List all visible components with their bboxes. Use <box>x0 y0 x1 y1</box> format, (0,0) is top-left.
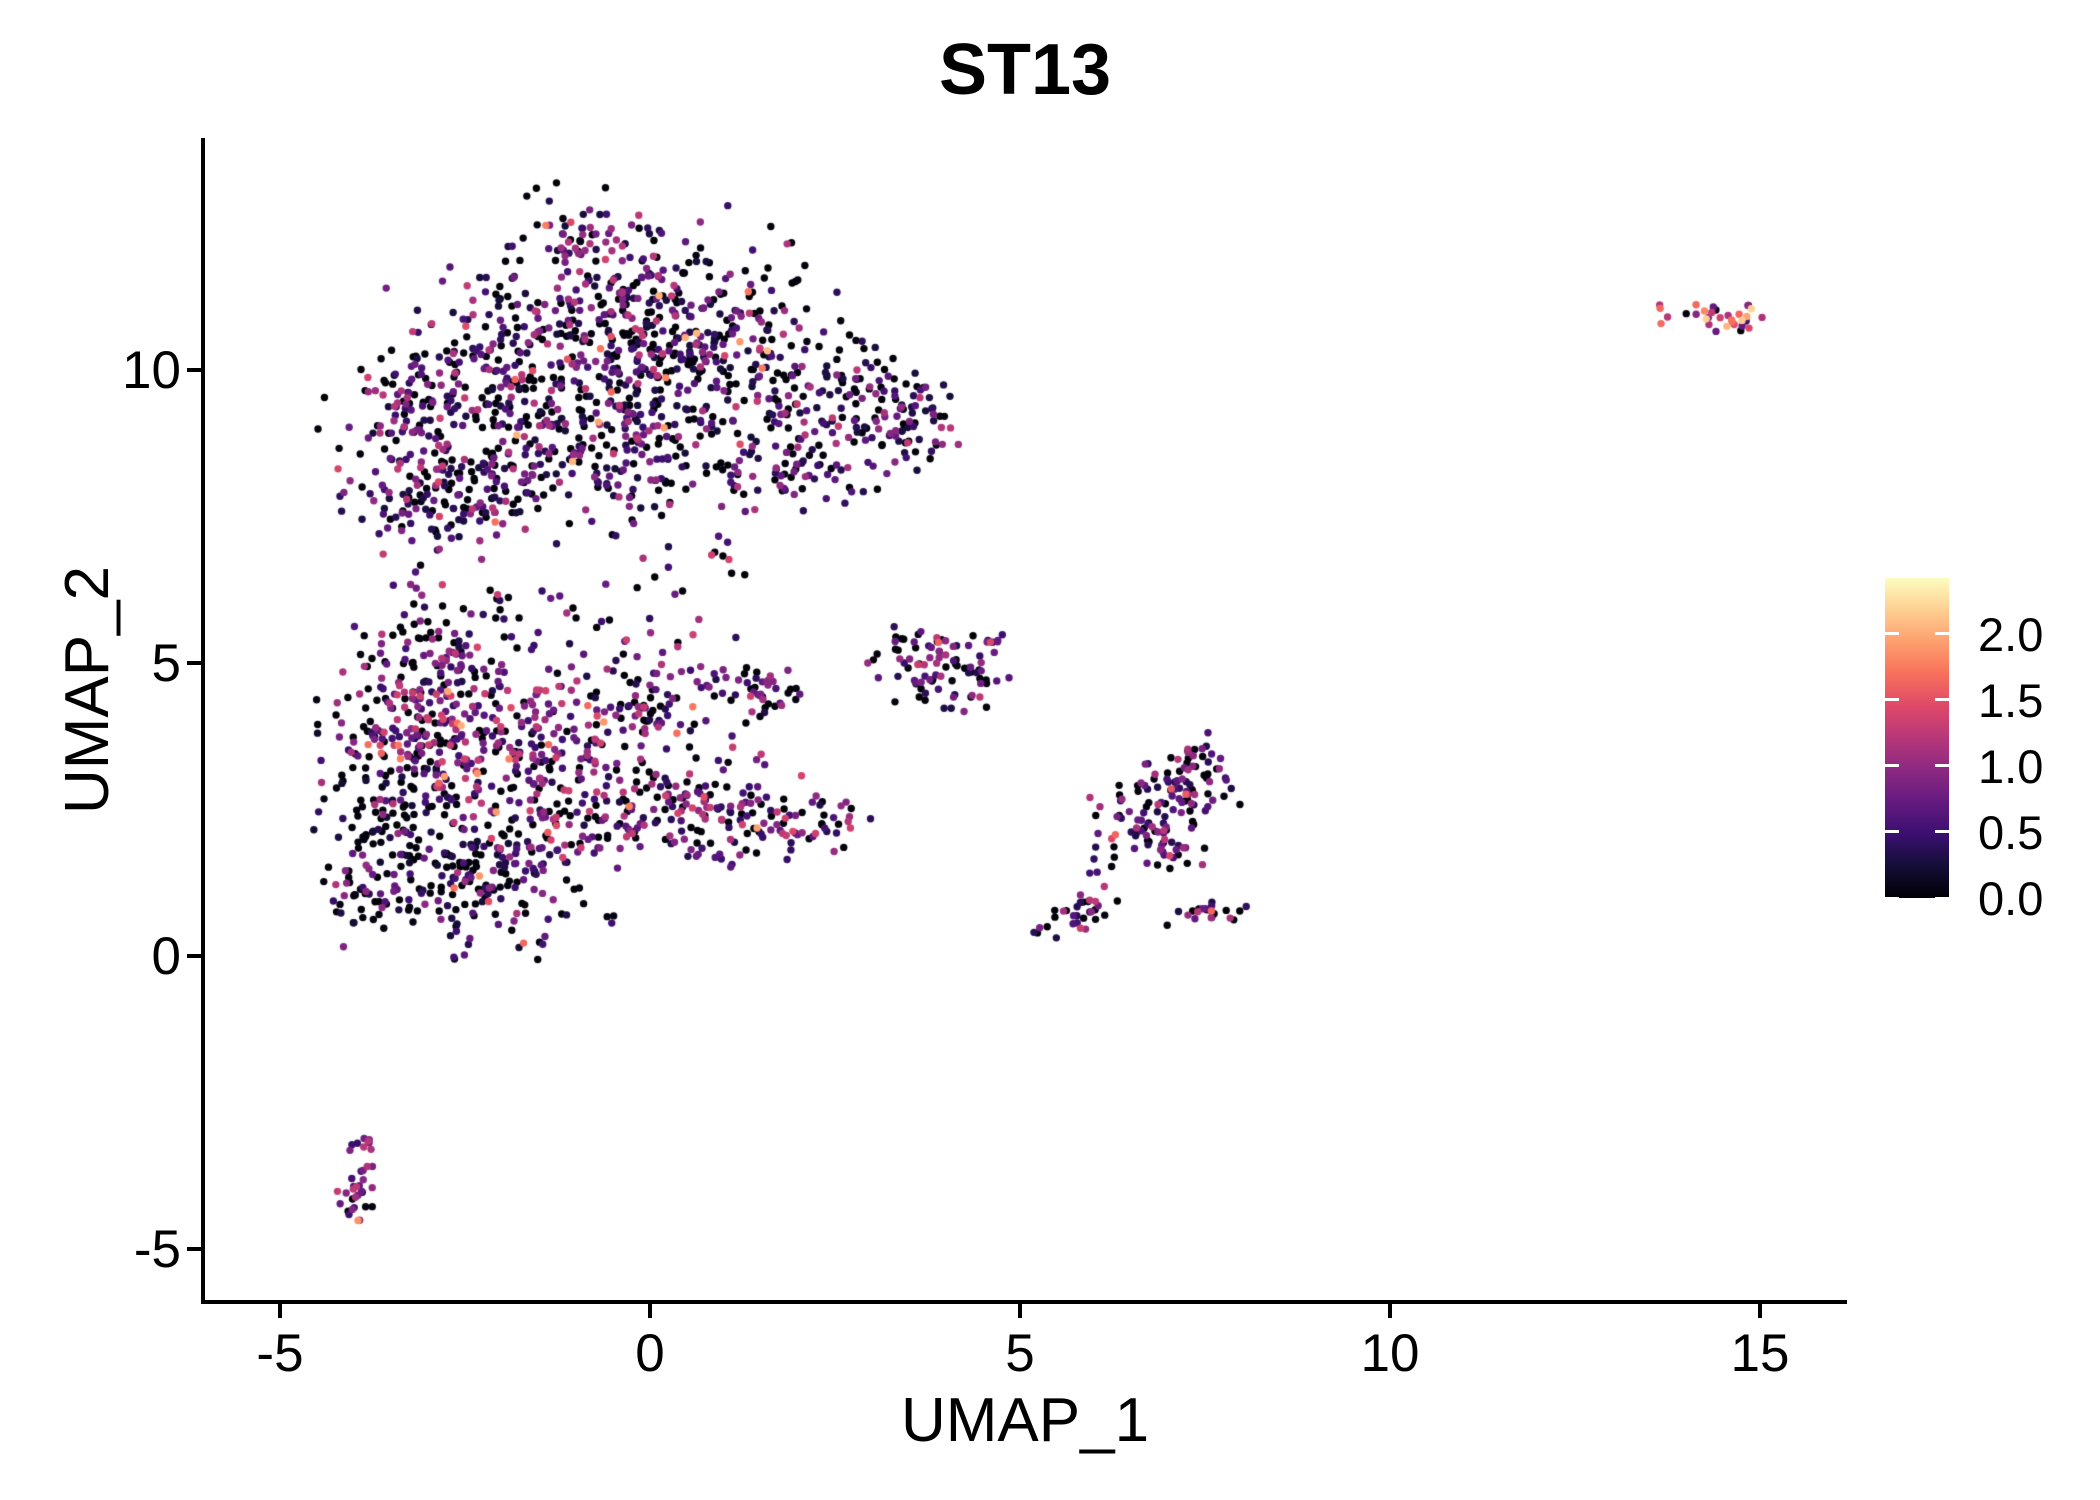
colorbar-tick-label: 0.0 <box>1978 872 2044 925</box>
x-axis-tick-label: 5 <box>1005 1324 1035 1383</box>
colorbar-tick-label: 1.0 <box>1978 739 2044 793</box>
colorbar-tick-label: 2.0 <box>1978 607 2044 661</box>
y-axis-tick-mark <box>187 368 201 372</box>
x-axis-tick-label: 0 <box>635 1324 665 1383</box>
y-axis-line <box>201 138 205 1304</box>
plot-title: ST13 <box>938 30 1112 110</box>
y-axis-title-text: UMAP_2 <box>53 565 122 815</box>
y-axis-tick-mark <box>187 954 201 958</box>
colorbar-tick-mark <box>1935 632 1949 636</box>
y-axis-tick-mark <box>187 1247 201 1251</box>
x-axis-tick-label: 10 <box>1360 1324 1420 1383</box>
x-axis-line <box>201 1300 1847 1304</box>
x-axis-tick-mark <box>1018 1304 1022 1318</box>
colorbar-tick-mark <box>1935 896 1949 900</box>
colorbar-tick-mark <box>1885 764 1899 768</box>
colorbar-tick-label: 1.5 <box>1978 673 2044 727</box>
x-axis-tick-label: 15 <box>1730 1324 1790 1383</box>
colorbar-tick-label: 0.5 <box>1978 805 2044 859</box>
x-axis-title: UMAP_1 <box>900 1386 1150 1455</box>
colorbar-tick-mark <box>1885 698 1899 702</box>
x-axis-tick-mark <box>1388 1304 1392 1318</box>
colorbar-tick-mark <box>1935 764 1949 768</box>
colorbar-tick-mark <box>1885 632 1899 636</box>
x-axis-tick-label: -5 <box>256 1324 304 1383</box>
x-axis-tick-mark <box>278 1304 282 1318</box>
colorbar-gradient <box>1885 578 1949 898</box>
colorbar-tick-mark <box>1885 830 1899 834</box>
x-axis-tick-mark <box>648 1304 652 1318</box>
colorbar-tick-mark <box>1935 698 1949 702</box>
colorbar-tick-mark <box>1935 830 1949 834</box>
y-axis-tick-label: 10 <box>122 341 181 400</box>
y-axis-tick-label: 0 <box>151 927 181 986</box>
x-axis-tick-mark <box>1758 1304 1762 1318</box>
y-axis-tick-mark <box>187 661 201 665</box>
y-axis-tick-label: -5 <box>133 1220 181 1279</box>
colorbar-tick-mark <box>1885 896 1899 900</box>
y-axis-tick-label: 5 <box>151 634 181 693</box>
